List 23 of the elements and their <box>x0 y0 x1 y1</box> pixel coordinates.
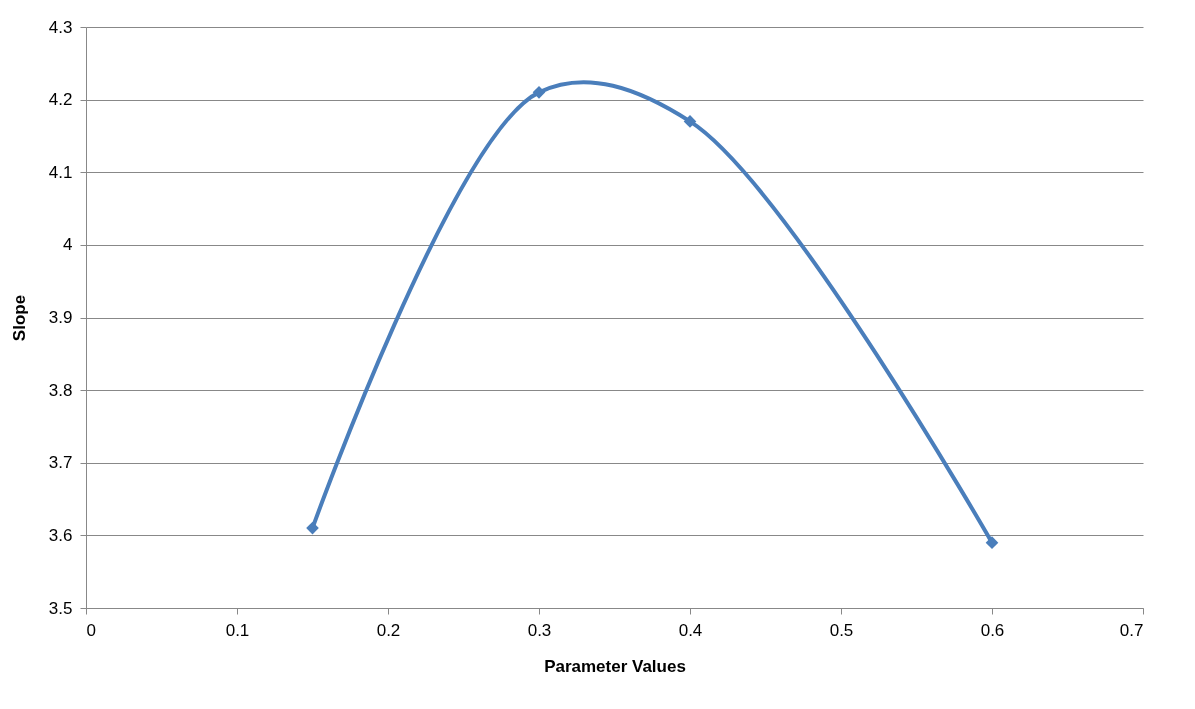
y-tick-label: 3.7 <box>48 453 73 473</box>
y-tick-label: 4.2 <box>48 90 73 110</box>
point <box>985 536 999 549</box>
point <box>306 521 319 535</box>
x-tick-label: 0 <box>86 620 96 640</box>
x-tick-label: 0.7 <box>1119 620 1144 640</box>
x-axis-title: Parameter Values <box>544 656 686 676</box>
x-tick-label: 0.1 <box>225 620 250 640</box>
y-tick-label: 4 <box>63 235 73 255</box>
y-axis-title: Slope <box>9 294 29 342</box>
point <box>532 86 546 99</box>
x-tick-label: 0.3 <box>527 620 552 640</box>
y-tick-label: 4.3 <box>48 17 73 37</box>
y-tick-label: 4.1 <box>48 162 73 182</box>
x-tick-label: 0.4 <box>678 620 703 640</box>
x-tick-label: 0.5 <box>829 620 854 640</box>
point <box>683 115 697 128</box>
x-tick-label: 0.6 <box>980 620 1005 640</box>
y-tick-label: 3.5 <box>48 598 73 618</box>
x-tick-label: 0.2 <box>376 620 401 640</box>
y-tick-label: 3.6 <box>48 525 73 545</box>
y-tick-label: 3.9 <box>48 308 73 327</box>
y-tick-label: 3.8 <box>48 380 73 400</box>
